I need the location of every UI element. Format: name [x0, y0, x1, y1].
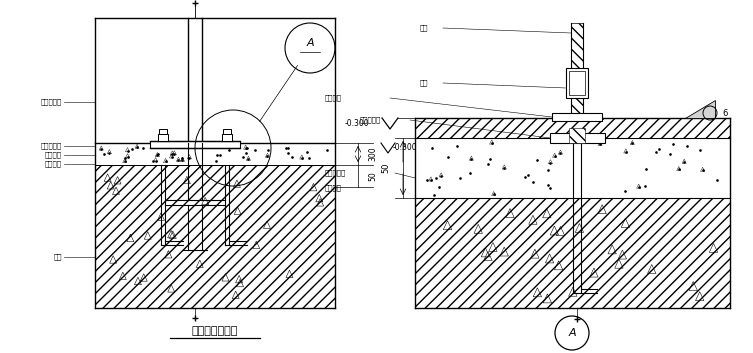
Bar	[95, 165, 335, 308]
Polygon shape	[685, 100, 715, 118]
Text: 细石混凝土: 细石混凝土	[325, 170, 346, 176]
Bar	[95, 143, 335, 165]
Text: 地基: 地基	[53, 254, 62, 260]
Text: 柱脚安装示意图: 柱脚安装示意图	[192, 326, 238, 336]
Bar	[571, 23, 583, 118]
Text: 二次浇注: 二次浇注	[325, 185, 342, 191]
Text: -0.300: -0.300	[345, 119, 370, 127]
Bar	[159, 129, 167, 134]
Text: 300: 300	[368, 147, 377, 161]
Bar	[150, 141, 240, 148]
Bar	[223, 129, 231, 134]
Text: 二次浇注: 二次浇注	[45, 152, 62, 158]
Text: -0.300: -0.300	[393, 144, 418, 152]
Text: 柱脚投锚版: 柱脚投锚版	[41, 99, 62, 105]
Text: 50: 50	[368, 171, 377, 181]
Text: 柱脚投锚版: 柱脚投锚版	[360, 117, 381, 123]
Bar	[552, 113, 602, 121]
Text: A: A	[306, 38, 314, 48]
Bar	[569, 71, 585, 95]
Bar	[415, 118, 730, 138]
Bar	[222, 134, 232, 141]
Bar	[566, 68, 588, 98]
Text: 螺母: 螺母	[420, 80, 428, 86]
Bar	[415, 138, 730, 198]
Text: 非收缩拆: 非收缩拆	[45, 161, 62, 167]
Bar	[569, 128, 585, 143]
Bar	[415, 198, 730, 308]
Text: 6: 6	[722, 108, 727, 118]
Text: 细石混凝土: 细石混凝土	[41, 143, 62, 149]
Text: 50: 50	[381, 163, 390, 173]
Text: A: A	[569, 328, 576, 338]
Bar	[158, 134, 168, 141]
Text: 柱脚底板: 柱脚底板	[325, 95, 342, 101]
Bar	[550, 133, 605, 143]
Text: 锚栓: 锚栓	[420, 25, 428, 31]
